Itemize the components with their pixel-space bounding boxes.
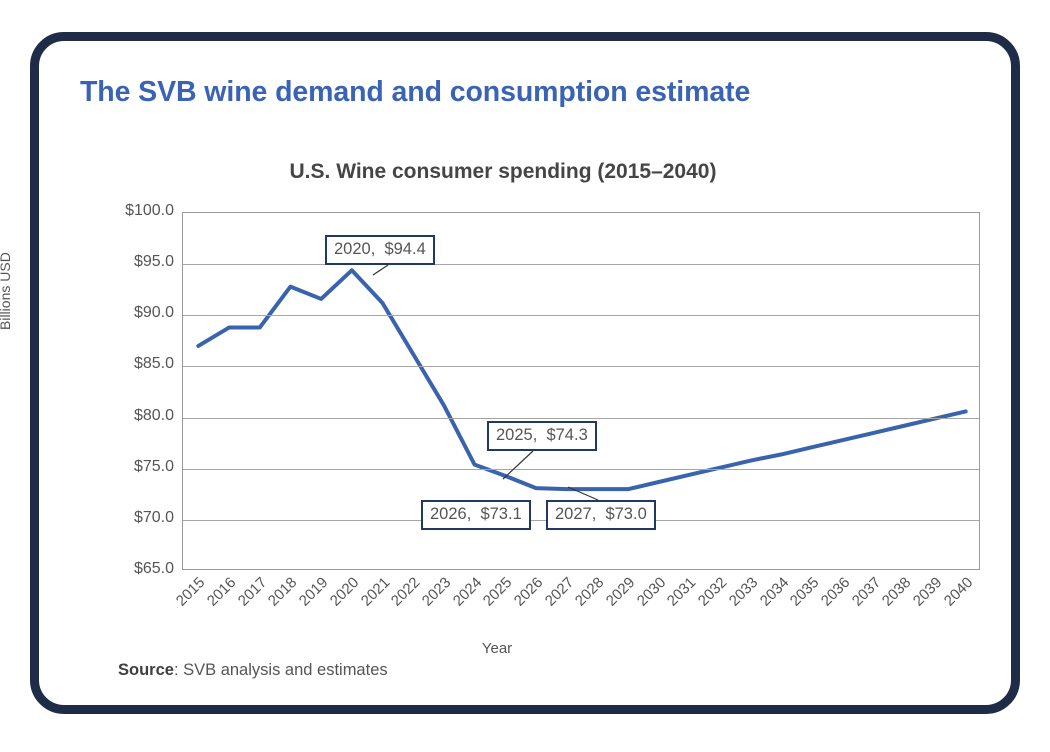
data-label-callout: 2027, $73.0: [546, 500, 656, 530]
gridline: [183, 417, 979, 419]
x-tick-label: 2030: [633, 574, 670, 610]
y-tick-label: $80.0: [133, 406, 174, 424]
gridline: [183, 264, 979, 266]
x-tick-label: 2019: [295, 574, 332, 610]
x-tick-label: 2017: [234, 574, 271, 610]
x-tick-label: 2021: [357, 574, 393, 610]
x-tick-label: 2022: [387, 574, 424, 610]
x-tick-label: 2040: [940, 574, 977, 610]
x-tick-label: 2016: [203, 574, 240, 610]
page-title: The SVB wine demand and consumption esti…: [80, 76, 751, 108]
x-tick-label: 2027: [541, 574, 578, 610]
x-tick-label: 2020: [326, 574, 363, 610]
x-tick-label: 2028: [572, 574, 608, 610]
x-axis-title-text: Year: [481, 640, 513, 657]
gridline: [183, 468, 979, 470]
gridline: [183, 366, 979, 368]
source-label: Source: [118, 661, 174, 679]
y-tick-label: $65.0: [133, 560, 174, 577]
x-tick-label: 2024: [449, 574, 485, 610]
x-tick-label: 2037: [848, 574, 884, 610]
chart-title-text: U.S. Wine consumer spending (2015–2040): [289, 160, 717, 183]
wine-spending-line: [196, 268, 968, 492]
x-tick-label: 2026: [510, 574, 547, 610]
source-note: Source: SVB analysis and estimates: [118, 661, 388, 680]
y-tick-label: $75.0: [133, 457, 174, 475]
x-tick-label: 2033: [725, 574, 762, 610]
x-axis-title: Year: [0, 640, 1050, 657]
x-tick-label: 2023: [418, 574, 455, 610]
x-axis-tick-labels: 2015 2016 2017 2018 2019 2020 2021 2022 2023 2024…: [173, 574, 980, 634]
x-tick-label: 2039: [909, 574, 946, 610]
gridline: [183, 315, 979, 317]
chart-title: U.S. Wine consumer spending (2015–2040): [0, 160, 1050, 184]
y-axis-tick-labels: $100.0 $95.0 $90.0 $85.0 $80.0 $75.0 $70.0 $65.…: [78, 202, 174, 577]
y-axis-title: Billions USD: [0, 252, 13, 330]
y-tick-label: $85.0: [133, 355, 174, 373]
y-tick-label: $100.0: [125, 202, 174, 219]
data-label-callout: 2025, $74.3: [487, 421, 597, 451]
x-tick-label: 2029: [602, 574, 639, 610]
y-tick-label: $90.0: [133, 304, 174, 322]
data-label-callout: 2020, $94.4: [325, 235, 435, 265]
x-tick-label: 2018: [265, 574, 301, 610]
source-text: : SVB analysis and estimates: [173, 661, 388, 679]
slide-border-frame: [30, 32, 1020, 714]
y-tick-label: $95.0: [133, 253, 174, 271]
y-tick-label: $70.0: [133, 508, 174, 526]
x-tick-label: 2036: [817, 574, 854, 610]
x-tick-label: 2038: [879, 574, 915, 610]
x-tick-label: 2031: [664, 574, 700, 610]
x-tick-label: 2032: [694, 574, 731, 610]
x-tick-label: 2035: [786, 574, 823, 610]
data-label-callout: 2026, $73.1: [421, 500, 531, 530]
x-tick-label: 2025: [480, 574, 516, 610]
x-tick-label: 2034: [756, 574, 792, 610]
